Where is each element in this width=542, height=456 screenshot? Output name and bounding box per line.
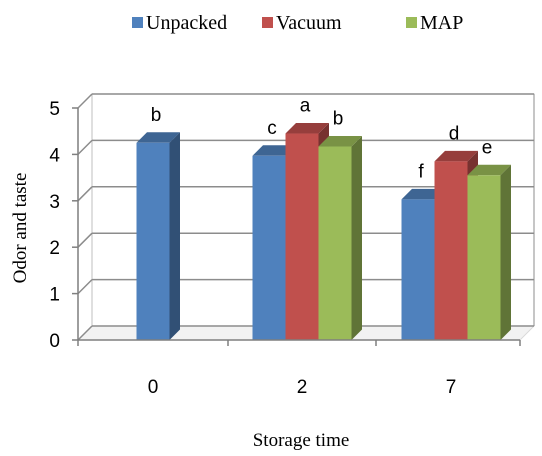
- legend-swatch: [406, 17, 417, 28]
- bar-letter-labels: b c a b f d e: [151, 96, 493, 183]
- bar-letter-label: c: [267, 118, 277, 139]
- bar-side: [500, 164, 511, 340]
- bar-side: [351, 136, 362, 340]
- y-tick-label: 1: [49, 285, 60, 306]
- y-tick-label: 0: [49, 331, 60, 352]
- bar: [467, 164, 511, 340]
- x-tick-labels: 0 2 7: [148, 377, 457, 398]
- y-tick-label: 2: [49, 238, 60, 259]
- bar-letter-label: d: [449, 123, 460, 144]
- y-tick-labels: 0 1 2 3 4 5: [49, 99, 60, 352]
- gridline-side: [77, 93, 93, 109]
- y-axis-label: Odor and taste: [10, 173, 31, 284]
- gridline-side: [77, 232, 93, 248]
- gridline-side: [77, 186, 93, 202]
- bar-letter-label: b: [151, 105, 162, 126]
- bar-letter-label: e: [482, 137, 493, 158]
- legend-label: MAP: [420, 12, 463, 34]
- bar-front: [434, 161, 468, 340]
- bar-letter-label: f: [418, 161, 424, 182]
- bars: [136, 123, 511, 341]
- bar-letter-label: b: [333, 109, 344, 130]
- legend-swatch: [132, 17, 143, 28]
- y-tick-label: 4: [49, 145, 60, 166]
- bar-front: [467, 175, 501, 340]
- bar-side: [169, 132, 180, 340]
- legend-label: Unpacked: [146, 12, 227, 34]
- x-tick-label: 7: [446, 377, 457, 398]
- legend-swatch: [262, 17, 273, 28]
- x-tick-label: 0: [148, 377, 159, 398]
- x-axis-label: Storage time: [253, 430, 350, 451]
- bar-front: [318, 146, 352, 340]
- bar-letter-label: a: [300, 96, 311, 117]
- bar-top: [467, 164, 511, 176]
- gridline-side: [77, 279, 93, 295]
- bar-top: [252, 145, 296, 156]
- bar: [136, 132, 180, 340]
- legend: Unpacked Vacuum MAP: [132, 12, 463, 34]
- bar-top: [318, 136, 362, 147]
- y-tick-label: 3: [49, 192, 60, 213]
- gridline-side: [77, 325, 93, 341]
- x-tick-label: 2: [297, 377, 308, 398]
- bar-front: [401, 199, 435, 340]
- bar-front: [285, 133, 319, 340]
- bar: [318, 136, 362, 340]
- bar-top: [434, 150, 478, 162]
- bar-top: [285, 123, 329, 134]
- y-tick-label: 5: [49, 99, 60, 120]
- gridline-side: [77, 139, 93, 155]
- legend-label: Vacuum: [276, 12, 342, 34]
- bar-front: [136, 142, 170, 340]
- bar-front: [252, 155, 286, 340]
- axes: [72, 107, 521, 346]
- bar-top: [136, 132, 180, 143]
- bar-top: [401, 188, 445, 200]
